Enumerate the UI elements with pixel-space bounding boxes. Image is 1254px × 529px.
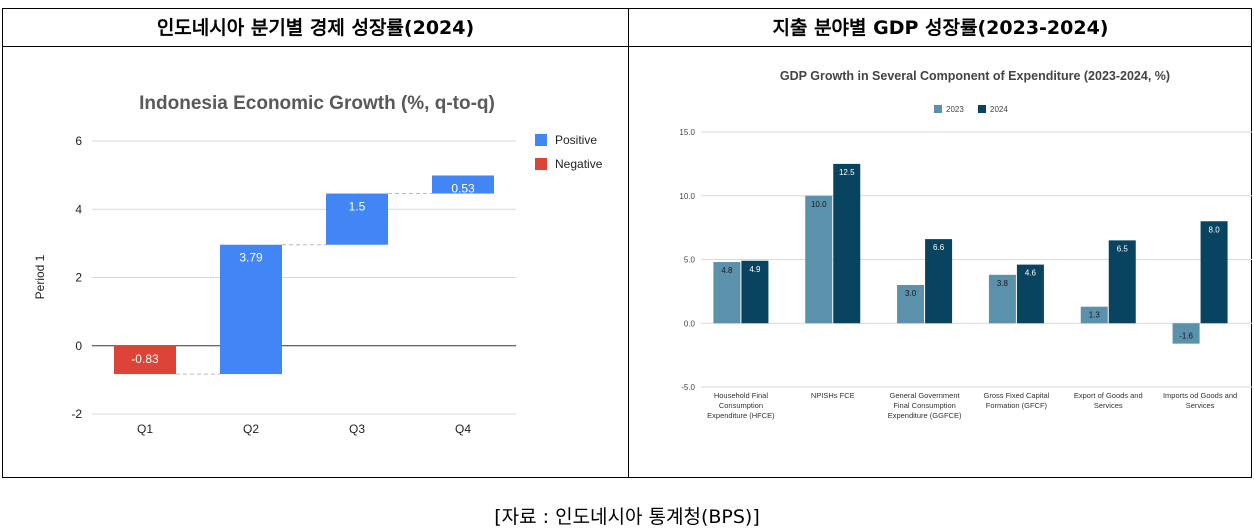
left-panel-title: 인도네시아 분기별 경제 성장률(2024) [156,17,475,39]
legend-label: Negative [555,157,603,171]
x-tick-label: Consumption [719,401,763,410]
data-label: 12.5 [839,168,855,177]
waterfall-bar [432,175,494,194]
data-label: 8.0 [1209,225,1221,234]
bar-2024 [833,163,861,324]
data-label: 6.6 [933,243,945,252]
waterfall-bar [326,193,388,245]
x-tick-label: Imports od Goods and [1163,391,1237,400]
y-tick-label: 0.0 [684,319,696,328]
legend-swatch [535,158,547,170]
x-tick-label: Gross Fixed Capital [983,391,1049,400]
x-tick-label: NPISHs FCE [811,391,855,400]
waterfall-chart: Indonesia Economic Growth (%, q-to-q) Pe… [33,93,603,436]
x-tick-label: Expenditure (GGFCE) [888,411,962,420]
chart-title: Indonesia Economic Growth (%, q-to-q) [139,93,495,114]
x-tick-label: Final Consumption [893,401,956,410]
waterfall-bar [114,345,176,375]
bar-2023 [713,262,741,324]
bar-2023 [988,274,1016,324]
source-caption: [자료 : 인도네시아 통계청(BPS)] [494,506,760,528]
legend-label: 2024 [990,105,1008,114]
chart-title: GDP Growth in Several Component of Expen… [780,69,1170,83]
data-label: -1.6 [1179,332,1193,341]
y-tick-label: 6 [75,134,82,148]
bar-2023 [1172,323,1200,344]
panel-divider [628,9,629,477]
data-label: -0.83 [131,352,159,366]
data-label: 1.3 [1089,311,1101,320]
x-tick-label: Q1 [137,422,153,436]
bar-2024 [1016,264,1044,324]
figure-frame: 인도네시아 분기별 경제 성장률(2024) 지출 분야별 GDP 성장률(20… [2,8,1252,478]
data-label: 6.5 [1117,244,1129,253]
x-tick-label: Household Final [714,391,769,400]
x-tick-label: Services [1186,401,1215,410]
x-tick-label: Export of Goods and [1074,391,1143,400]
data-label: 4.6 [1025,269,1037,278]
data-label: 3.8 [997,279,1009,288]
x-tick-label: General Government [890,391,961,400]
expenditure-growth-chart: GDP Growth in Several Component of Expen… [679,69,1252,420]
x-tick-label: Formation (GFCF) [986,401,1048,410]
y-tick-label: 2 [75,271,82,285]
data-label: 3.0 [905,289,917,298]
y-tick-label: -2 [71,407,82,421]
header-row: 인도네시아 분기별 경제 성장률(2024) 지출 분야별 GDP 성장률(20… [3,9,1251,47]
bar-2024 [925,239,953,324]
legend-label: Positive [555,133,597,147]
legend-swatch [535,134,547,146]
y-tick-label: 15.0 [679,128,695,137]
x-tick-label: Q2 [243,422,259,436]
data-label: 4.9 [749,265,761,274]
bar-2023 [805,195,833,324]
bar-2023 [897,285,925,324]
waterfall-bar [220,244,282,375]
data-label: 0.53 [451,181,475,195]
y-tick-label: 10.0 [679,192,695,201]
data-label: 1.5 [349,200,366,214]
x-tick-label: Expenditure (HFCE) [707,411,775,420]
right-panel-title: 지출 분야별 GDP 성장률(2023-2024) [772,17,1109,39]
data-label: 10.0 [811,200,827,209]
legend-swatch [934,105,942,113]
y-tick-label: 0 [75,339,82,353]
legend-label: 2023 [946,105,964,114]
y-tick-label: -5.0 [681,383,695,392]
y-tick-label: 4 [75,202,82,216]
data-label: 3.79 [239,251,263,265]
bar-2024 [741,260,769,324]
x-tick-label: Services [1094,401,1123,410]
y-axis-label: Period 1 [33,254,47,299]
x-tick-label: Q3 [349,422,365,436]
x-tick-label: Q4 [455,422,471,436]
y-tick-label: 5.0 [684,256,696,265]
legend-swatch [978,105,986,113]
bar-2023 [1080,306,1108,324]
bar-2024 [1108,240,1136,324]
bar-2024 [1200,221,1228,324]
data-label: 4.8 [721,266,733,275]
